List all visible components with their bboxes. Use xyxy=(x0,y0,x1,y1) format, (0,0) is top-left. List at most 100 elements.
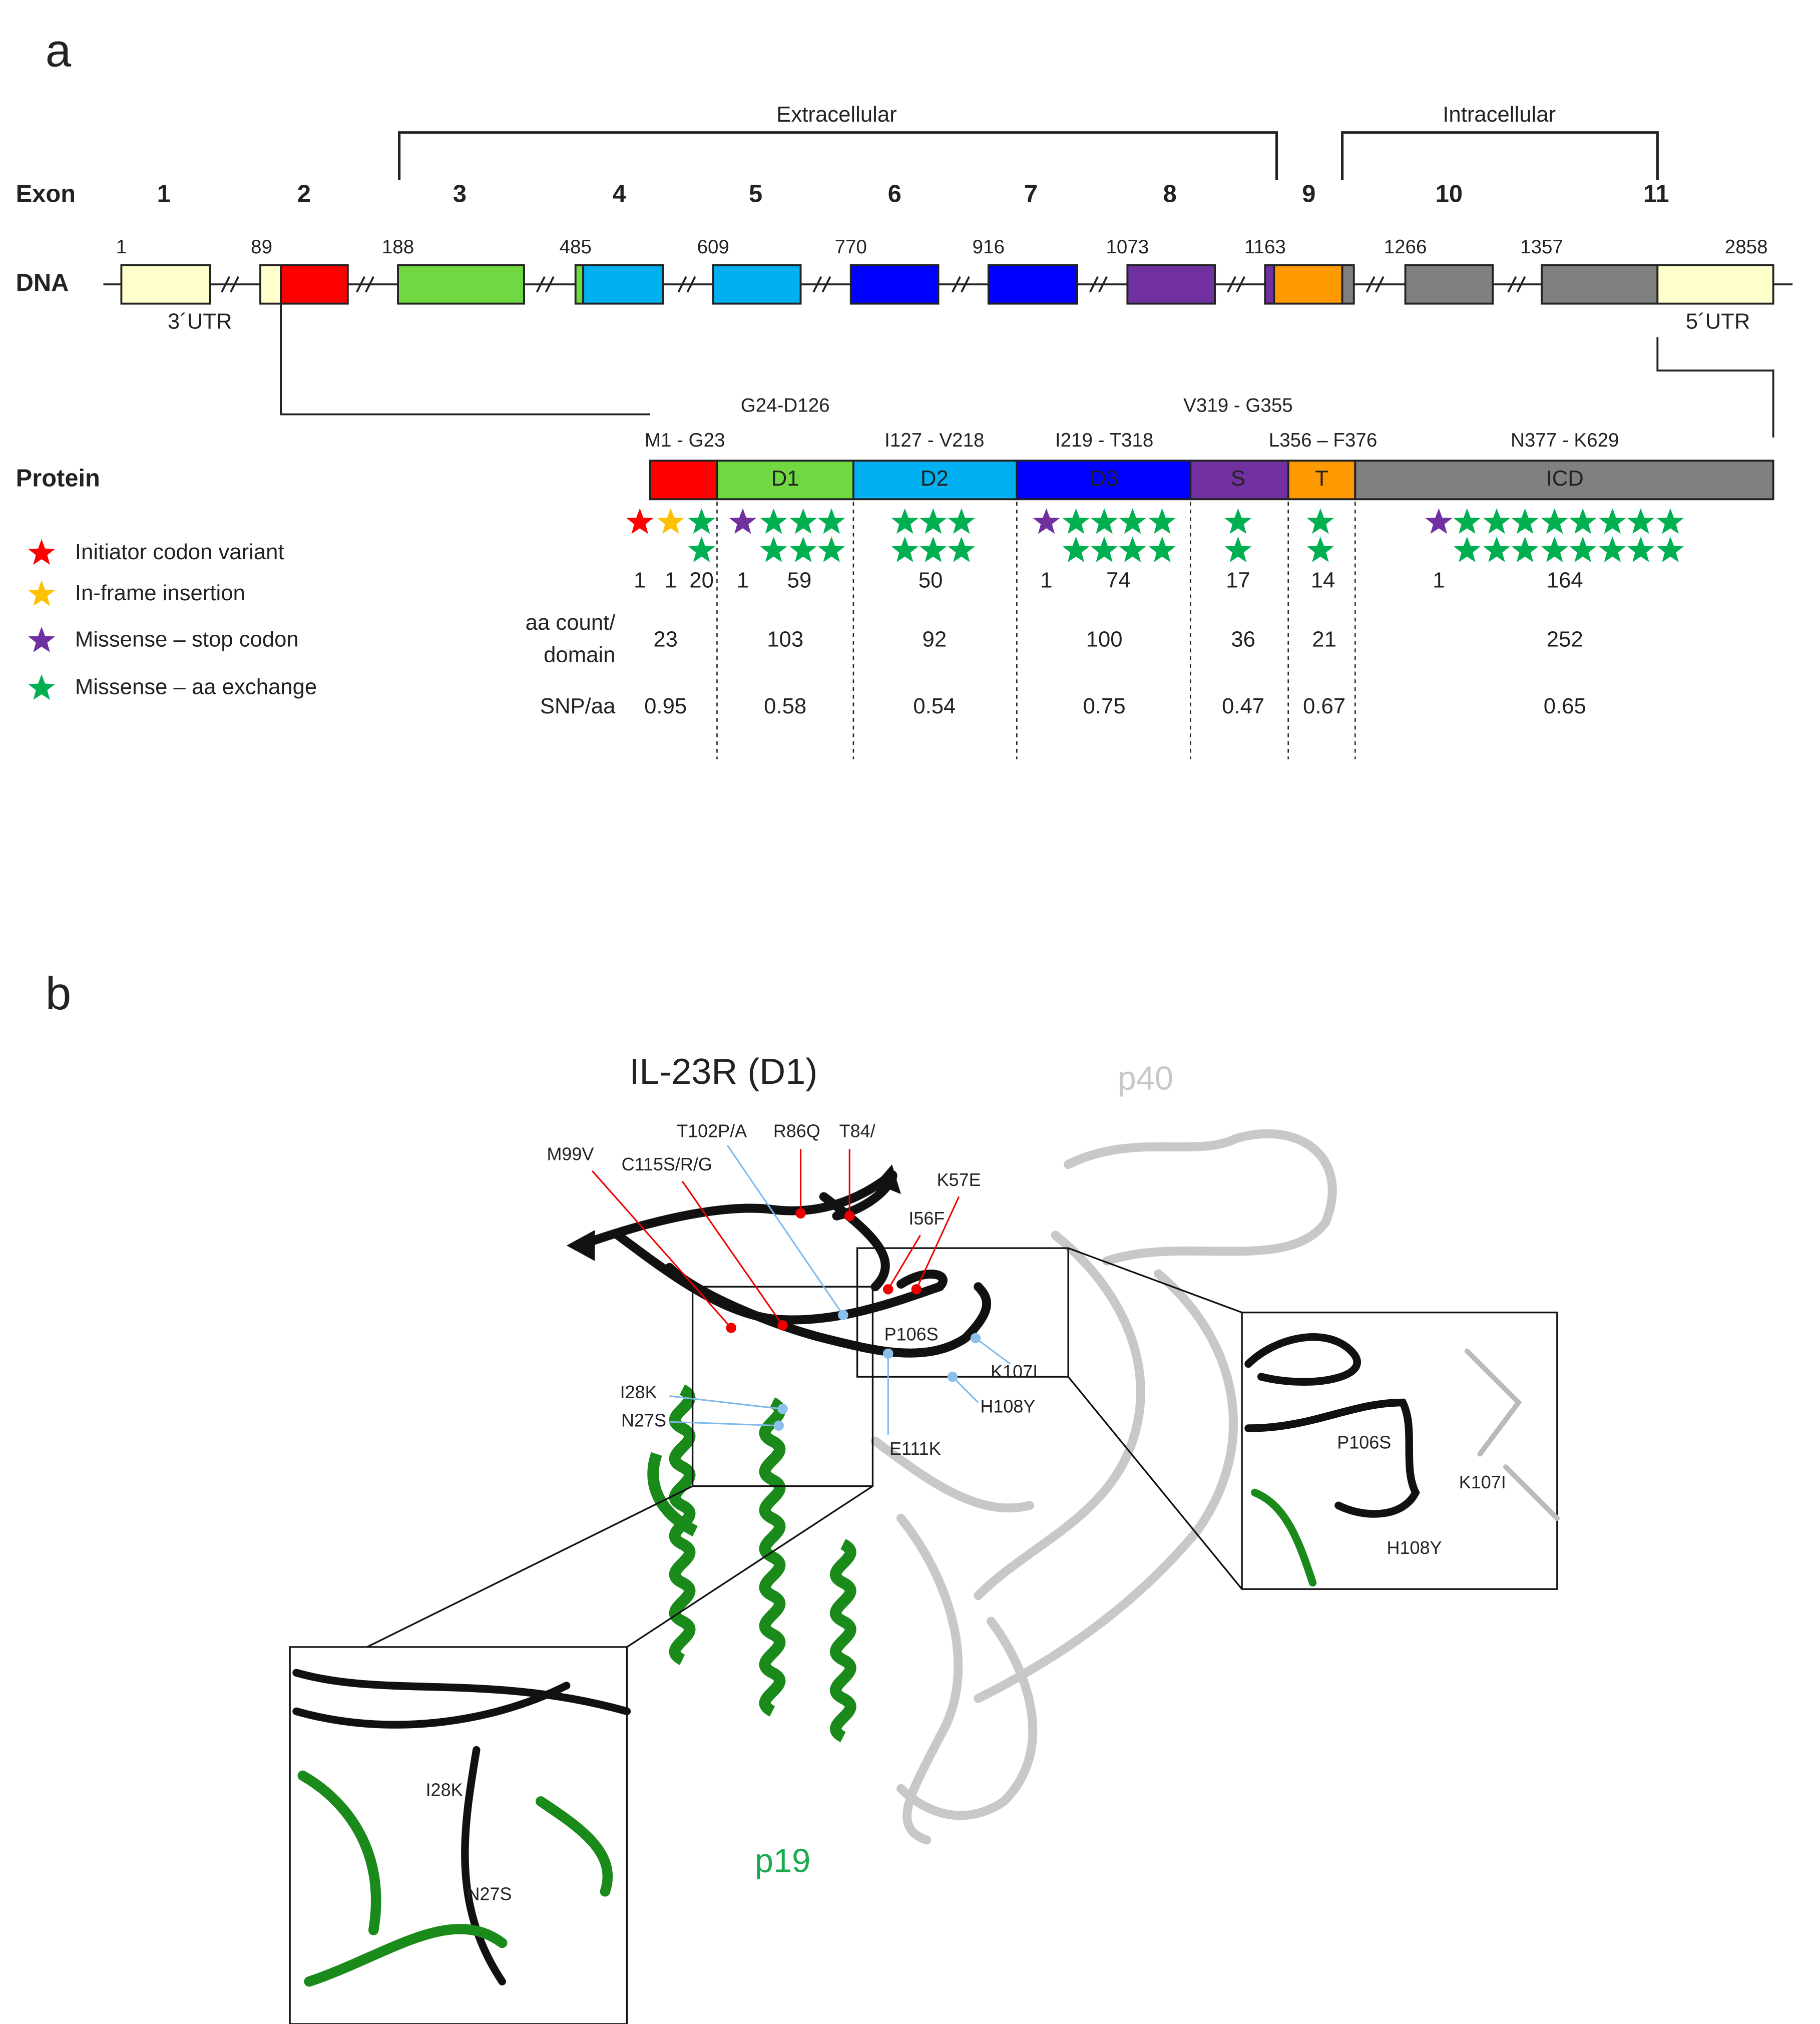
break xyxy=(952,276,961,293)
break xyxy=(1375,276,1385,293)
snp-count: 1 xyxy=(634,568,646,592)
star xyxy=(1453,508,1481,534)
label: Extracellular xyxy=(776,102,896,127)
domain: D2 xyxy=(921,466,949,491)
inset-label: I28K xyxy=(426,1779,463,1800)
star xyxy=(1483,508,1511,534)
aa-count: 252 xyxy=(1547,627,1583,652)
star xyxy=(1627,536,1654,562)
chain-label: p19 xyxy=(755,1842,810,1879)
snp-count: 1 xyxy=(1040,568,1052,592)
snp-per-aa: 0.95 xyxy=(644,694,687,718)
label: aa count/ xyxy=(526,610,616,635)
star xyxy=(657,508,684,534)
snp-per-aa: 0.54 xyxy=(913,694,956,718)
snp-count: 1 xyxy=(1433,568,1445,592)
star xyxy=(948,536,975,562)
break xyxy=(365,276,374,293)
domain: ICD xyxy=(1546,466,1584,491)
exon-number: 7 xyxy=(1024,181,1038,208)
snp-count: 50 xyxy=(919,568,943,592)
star xyxy=(789,536,817,562)
star xyxy=(1511,508,1539,534)
domain: S xyxy=(1231,466,1245,491)
mutation-label: K57E xyxy=(937,1169,981,1190)
break xyxy=(677,276,687,293)
legend-entry: Initiator codon variant xyxy=(75,540,284,564)
snp-count: 164 xyxy=(1547,568,1583,592)
legend-entry: Missense – stop codon xyxy=(75,627,299,652)
star xyxy=(1119,536,1146,562)
star xyxy=(1091,508,1118,534)
inset-label: K107I xyxy=(1459,1472,1506,1492)
aa-count: 23 xyxy=(653,627,678,652)
position: 1357 xyxy=(1520,236,1563,258)
star xyxy=(920,536,947,562)
aa-count: 36 xyxy=(1231,627,1255,652)
exon-number: 2 xyxy=(297,181,311,208)
legend-entry: Missense – aa exchange xyxy=(75,675,317,699)
star xyxy=(1148,536,1176,562)
position: 770 xyxy=(835,236,867,258)
star xyxy=(1306,508,1334,534)
break xyxy=(821,276,831,293)
position: 1163 xyxy=(1244,236,1286,258)
layout-shapes xyxy=(28,131,1793,2024)
break xyxy=(686,276,696,293)
star xyxy=(1148,508,1176,534)
snp-per-aa: 0.47 xyxy=(1222,694,1264,718)
star xyxy=(948,508,975,534)
exon-number: 3 xyxy=(453,181,467,208)
snp-count: 59 xyxy=(787,568,812,592)
mutation-label: M99V xyxy=(547,1144,594,1164)
star xyxy=(1483,536,1511,562)
position: 2858 xyxy=(1725,236,1768,258)
break xyxy=(230,276,240,293)
star xyxy=(1033,508,1060,534)
inset-label: P106S xyxy=(1337,1432,1391,1452)
exon-number: 1 xyxy=(157,181,171,208)
mutation-label: I28K xyxy=(620,1382,657,1402)
aa-count: 92 xyxy=(923,627,947,652)
mutation-label: T102P/A xyxy=(677,1120,747,1141)
aa-count: 100 xyxy=(1086,627,1123,652)
snp-count: 17 xyxy=(1226,568,1250,592)
structure-title: IL-23R (D1) xyxy=(629,1052,817,1092)
break xyxy=(536,276,546,293)
mutation-label: K107I xyxy=(991,1361,1038,1382)
row-label: DNA xyxy=(16,269,69,296)
star xyxy=(1224,536,1252,562)
chain-label: p40 xyxy=(1118,1060,1173,1097)
mutation-label: C115S/R/G xyxy=(622,1154,712,1174)
domain: D3 xyxy=(1090,466,1118,491)
star xyxy=(1425,508,1453,534)
domain: D1 xyxy=(771,466,799,491)
panel-label: a xyxy=(46,24,72,76)
inset-label: N27S xyxy=(467,1883,512,1904)
star xyxy=(1657,536,1684,562)
star xyxy=(1599,536,1626,562)
domain-range: G24-D126 xyxy=(741,394,830,416)
snp-count: 14 xyxy=(1311,568,1335,592)
break xyxy=(1227,276,1236,293)
star xyxy=(1599,508,1626,534)
label: 5´UTR xyxy=(1686,309,1750,334)
snp-count: 1 xyxy=(665,568,677,592)
star xyxy=(818,508,845,534)
snp-count: 20 xyxy=(689,568,714,592)
star xyxy=(1062,536,1090,562)
star xyxy=(760,536,787,562)
exon-number: 6 xyxy=(888,181,901,208)
star xyxy=(688,536,715,562)
star xyxy=(626,508,654,534)
star xyxy=(1511,536,1539,562)
mutation-label: I56F xyxy=(908,1208,945,1229)
position: 89 xyxy=(251,236,272,258)
break xyxy=(545,276,555,293)
star xyxy=(1224,508,1252,534)
domain-range: N377 - K629 xyxy=(1511,430,1619,451)
mutation-label: H108Y xyxy=(980,1396,1035,1416)
mutation-label: R86Q xyxy=(773,1120,820,1141)
domain-range: M1 - G23 xyxy=(645,430,725,451)
